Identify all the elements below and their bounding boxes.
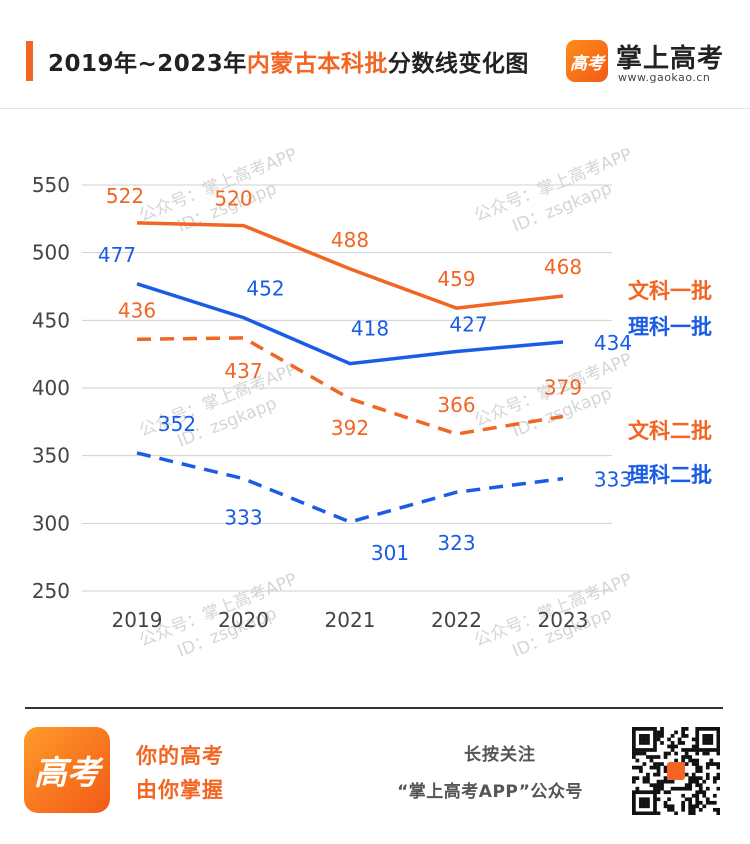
legend-entry: 理科二批 [628,463,712,487]
data-label: 520 [214,187,252,211]
data-label: 301 [371,541,409,565]
series-line [136,221,564,310]
data-label: 459 [437,267,475,291]
footer-divider [25,707,723,709]
x-tick-label: 2021 [325,608,376,632]
data-label: 379 [544,375,582,399]
series-line [136,336,564,436]
brand-logo-icon: 高考 [566,40,608,82]
slogan-line-1: 你的高考 [136,744,224,768]
data-label: 352 [158,412,196,436]
y-tick-label: 400 [32,376,70,400]
follow-text: 长按关注 [464,745,536,765]
x-tick-label: 2019 [112,608,163,632]
data-label: 427 [449,312,487,336]
header: 2019年~2023年内蒙古本科批分数线变化图 高考 掌上高考 www.gaok… [0,0,750,110]
x-tick-label: 2023 [538,608,589,632]
title-suffix: 分数线变化图 [387,51,529,77]
grid-layer: 550 500 450 400 350 300 250 2019 2020 2021 2022 202… [32,173,612,632]
data-label: 477 [98,243,136,267]
data-label: 437 [224,359,262,383]
data-label: 323 [437,531,475,555]
data-label: 436 [118,298,156,322]
data-label: 333 [594,468,632,492]
title-highlight: 内蒙古本科批 [246,51,388,77]
data-label: 333 [224,506,262,530]
legend-entry: 文科一批 [628,279,712,303]
series-layer [136,221,564,524]
title-prefix: 2019年~2023年 [48,51,247,77]
app-logo-icon: 高考 [24,727,110,813]
slogan-line-2: 由你掌握 [136,778,224,802]
y-tick-label: 500 [32,241,70,265]
data-label: 522 [106,184,144,208]
data-label: 452 [246,277,284,301]
brand-url: www.gaokao.cn [618,71,711,84]
data-label: 366 [437,393,475,417]
qr-center-logo [667,762,685,780]
brand-name: 掌上高考 [616,44,725,74]
data-label: 434 [594,331,632,355]
series-line [136,451,564,524]
y-tick-label: 550 [32,173,70,197]
data-label: 468 [544,255,582,279]
data-label: 392 [331,416,369,440]
data-label-layer: 522 520 488 459 468 477 452 418 427 434 436 437 392 3… [98,184,632,565]
data-label: 488 [331,228,369,252]
page-title: 2019年~2023年内蒙古本科批分数线变化图 [48,44,529,78]
follow-account-text: “掌上高考APP”公众号 [397,782,583,802]
y-tick-label: 300 [32,511,70,535]
legend-entry: 理科一批 [628,315,712,339]
x-tick-label: 2022 [431,608,482,632]
x-tick-label: 2020 [218,608,269,632]
qr-code-icon[interactable] [632,727,720,815]
series-line [136,282,564,366]
y-tick-label: 450 [32,308,70,332]
header-divider [0,108,750,109]
legend-entry: 文科二批 [628,419,712,443]
title-accent-bar [26,41,33,81]
y-tick-label: 250 [32,579,70,603]
data-label: 418 [351,317,389,341]
y-tick-label: 350 [32,444,70,468]
